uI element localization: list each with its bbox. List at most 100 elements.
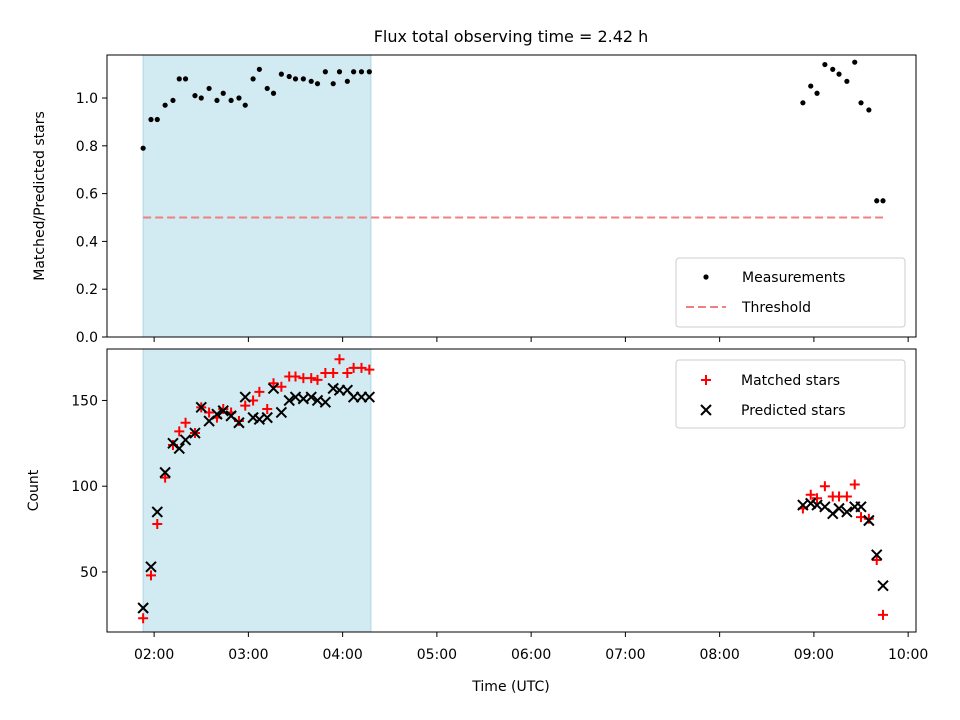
matched-star-point xyxy=(878,609,889,620)
predicted-star-point xyxy=(173,442,185,455)
predicted-star-point xyxy=(151,506,163,518)
count-axes-frame xyxy=(106,348,917,633)
matched-star-point xyxy=(871,554,882,565)
count-legend: Matched stars Predicted stars xyxy=(675,359,906,429)
legend-predicted-label: Predicted stars xyxy=(741,403,846,419)
matched-star-point xyxy=(805,489,816,500)
matched-star-point xyxy=(268,378,279,389)
measurement-point xyxy=(286,73,292,80)
y-tick-label: 0.4 xyxy=(76,234,98,250)
measurement-point xyxy=(198,95,204,101)
measurement-point xyxy=(800,100,806,106)
matched-star-point xyxy=(334,354,345,365)
measurement-point xyxy=(264,85,270,92)
measurement-point xyxy=(344,78,350,84)
matched-star-point xyxy=(312,374,323,385)
matched-star-point xyxy=(218,404,229,415)
chart-title: Flux total observing time = 2.42 h xyxy=(374,27,649,46)
measurement-point xyxy=(300,76,306,82)
count-x-ticks: 02:00 03:00 04:00 05:00 06:00 07:00 08:00 09:00… xyxy=(134,632,928,663)
legend-frame xyxy=(675,257,906,328)
matched-star-point xyxy=(819,481,830,492)
x-tick-label: 02:00 xyxy=(134,647,174,663)
matched-star-point xyxy=(180,417,191,428)
matched-star-point xyxy=(262,404,273,415)
measurement-point xyxy=(844,78,850,84)
measurement-point xyxy=(314,81,321,87)
count-marks xyxy=(137,354,889,624)
y-tick-label: 50 xyxy=(80,565,98,581)
measurement-point xyxy=(182,76,189,82)
predicted-star-point xyxy=(179,434,192,446)
predicted-star-point xyxy=(145,561,157,573)
legend-predicted-marker xyxy=(700,404,712,416)
ratio-marks xyxy=(140,59,886,219)
matched-star-point xyxy=(276,381,287,392)
predicted-star-point xyxy=(267,382,280,395)
y-tick-label: 0.0 xyxy=(76,330,98,346)
x-tick-label: 09:00 xyxy=(794,647,834,663)
measurement-point xyxy=(322,69,328,75)
predicted-star-point xyxy=(363,391,376,403)
predicted-star-point xyxy=(159,466,171,479)
predicted-star-point xyxy=(855,501,867,513)
measurement-point xyxy=(242,102,248,108)
observing-window-shade xyxy=(142,54,372,338)
matched-star-point xyxy=(145,570,156,581)
matched-star-point xyxy=(849,479,860,490)
y-tick-label: 1.0 xyxy=(76,91,98,107)
legend-frame xyxy=(675,359,906,429)
measurement-point xyxy=(880,198,886,204)
measurement-point xyxy=(836,71,842,77)
measurement-point xyxy=(858,100,864,106)
predicted-star-point xyxy=(305,391,317,403)
predicted-star-point xyxy=(211,408,223,420)
matched-star-point xyxy=(174,426,185,437)
x-tick-label: 03:00 xyxy=(228,647,268,663)
y-tick-label: 100 xyxy=(71,479,98,495)
count-y-axis-label: Count xyxy=(26,469,42,511)
measurement-point xyxy=(140,145,146,151)
measurement-point xyxy=(358,69,365,75)
measurement-point xyxy=(270,90,277,96)
matched-star-point xyxy=(364,364,375,375)
measurement-point xyxy=(206,85,212,92)
predicted-star-point xyxy=(189,427,201,439)
predicted-star-point xyxy=(877,579,889,592)
ratio-axes-frame xyxy=(106,54,917,338)
x-tick-label: 05:00 xyxy=(417,647,457,663)
measurement-point xyxy=(814,90,820,96)
x-tick-label: 06:00 xyxy=(511,647,551,663)
matched-star-point xyxy=(863,513,874,524)
predicted-star-point xyxy=(871,549,883,561)
measurement-point xyxy=(830,66,836,72)
ratio-y-ticks: 0.0 0.2 0.4 0.6 0.8 1.0 xyxy=(76,91,107,346)
measurement-point xyxy=(351,69,357,75)
measurement-point xyxy=(192,93,198,99)
measurement-point xyxy=(250,76,256,82)
measurement-point xyxy=(308,78,314,84)
measurement-point xyxy=(336,69,343,75)
measurement-point xyxy=(220,90,226,96)
matched-star-point xyxy=(138,613,149,624)
predicted-star-point xyxy=(261,411,273,424)
predicted-star-point xyxy=(137,602,149,614)
ratio-legend: Measurements Threshold xyxy=(675,257,906,328)
predicted-star-point xyxy=(841,506,853,518)
y-tick-label: 0.8 xyxy=(76,139,98,155)
measurement-point xyxy=(366,69,372,75)
matched-star-point xyxy=(841,491,852,502)
predicted-star-point xyxy=(833,502,845,515)
count-y-ticks: 50 100 150 xyxy=(71,393,107,581)
matched-star-point xyxy=(306,373,317,384)
y-tick-label: 150 xyxy=(71,393,98,409)
matched-star-point xyxy=(356,362,367,373)
legend-measurements-label: Measurements xyxy=(742,270,845,286)
legend-matched-marker xyxy=(701,375,711,385)
predicted-star-point xyxy=(275,406,288,419)
measurement-point xyxy=(162,102,168,108)
x-tick-label: 10:00 xyxy=(888,647,928,663)
x-tick-label: 07:00 xyxy=(605,647,645,663)
matched-star-point xyxy=(812,493,823,504)
